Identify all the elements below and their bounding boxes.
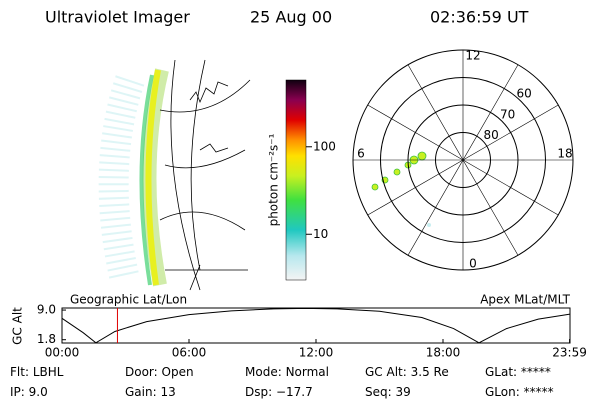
- status-label: Gain:: [125, 385, 157, 399]
- status-value: 9.0: [29, 385, 48, 399]
- status-value: −17.7: [276, 385, 313, 399]
- x-tick-label: 18:00: [426, 346, 461, 360]
- status-field: Flt: LBHL: [10, 365, 64, 379]
- x-tick-label: 23:59: [552, 346, 587, 360]
- y-tick-label: 1.8: [37, 332, 56, 346]
- status-value: *****: [524, 385, 554, 399]
- alt-plot-frame: [61, 307, 571, 344]
- status-value: 3.5 Re: [411, 365, 449, 379]
- colorbar: [285, 79, 307, 281]
- colorbar-label: photon cm⁻²s⁻¹: [267, 133, 281, 226]
- status-value: LBHL: [33, 365, 64, 379]
- mlt-label: 12: [465, 49, 480, 63]
- imager-image: [98, 59, 251, 291]
- status-field: Door: Open: [125, 365, 194, 379]
- status-label: Mode:: [245, 365, 282, 379]
- right-label: Apex MLat/MLT: [480, 293, 570, 307]
- alt-line: [61, 307, 571, 344]
- status-value: Normal: [286, 365, 329, 379]
- status-field: GLat: *****: [485, 365, 551, 379]
- status-field: GC Alt: 3.5 Re: [365, 365, 449, 379]
- lat-ring: [407, 104, 519, 216]
- status-field: IP: 9.0: [10, 385, 48, 399]
- x-tick-label: 12:00: [299, 346, 334, 360]
- status-field: Gain: 13: [125, 385, 176, 399]
- status-value: *****: [521, 365, 551, 379]
- status-label: Door:: [125, 365, 158, 379]
- status-field: Seq: 39: [365, 385, 411, 399]
- x-tick-label: 06:00: [172, 346, 207, 360]
- y-tick-label: 9.0: [37, 303, 56, 317]
- polar-spoke: [367, 104, 559, 216]
- colorbar-tick-label: 100: [313, 139, 336, 153]
- title: Ultraviolet Imager: [45, 8, 190, 27]
- status-label: Flt:: [10, 365, 29, 379]
- lat-ring-label: 80: [484, 128, 499, 142]
- status-label: GC Alt:: [365, 365, 407, 379]
- lat-ring-label: 60: [517, 87, 532, 101]
- date: 25 Aug 00: [250, 8, 332, 27]
- left-label: Geographic Lat/Lon: [70, 293, 187, 307]
- status-label: GLat:: [485, 365, 517, 379]
- x-tick-label: 00:00: [45, 346, 80, 360]
- status-value: 13: [160, 385, 175, 399]
- status-label: GLon:: [485, 385, 520, 399]
- mlt-label: 0: [469, 257, 477, 271]
- y-label: GC Alt: [11, 307, 25, 345]
- status-value: 39: [396, 385, 411, 399]
- status-value: Open: [162, 365, 194, 379]
- lat-ring: [380, 77, 546, 243]
- status-field: Dsp: −17.7: [245, 385, 313, 399]
- lat-ring: [435, 132, 491, 188]
- status-field: GLon: *****: [485, 385, 554, 399]
- status-label: Seq:: [365, 385, 392, 399]
- time: 02:36:59 UT: [430, 8, 529, 27]
- status-label: IP:: [10, 385, 25, 399]
- status-field: Mode: Normal: [245, 365, 329, 379]
- mlt-label: 6: [357, 147, 365, 161]
- lat-ring-label: 70: [500, 107, 515, 121]
- colorbar-tick-label: 10: [313, 227, 328, 241]
- status-label: Dsp:: [245, 385, 272, 399]
- mlt-label: 18: [557, 147, 572, 161]
